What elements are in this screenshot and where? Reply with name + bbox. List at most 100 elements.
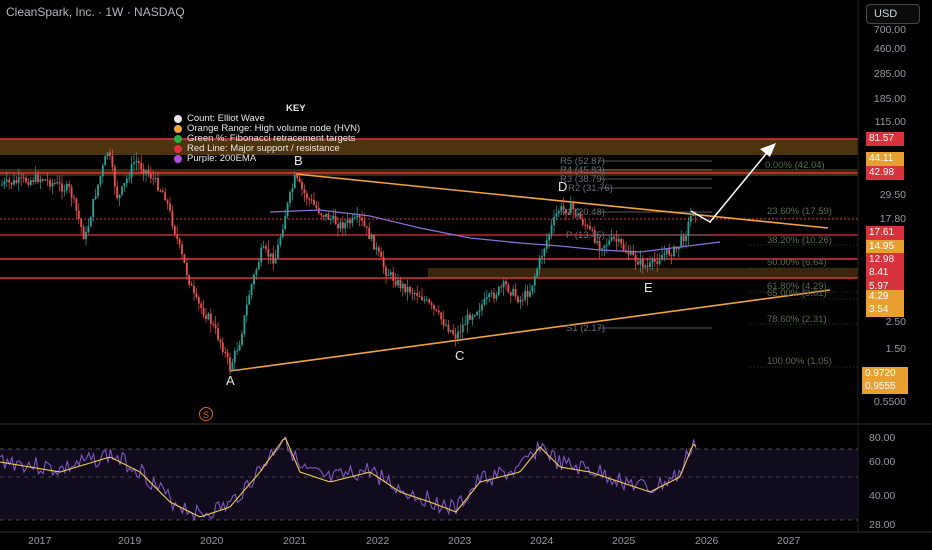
candle-body bbox=[286, 202, 289, 217]
candle-body bbox=[248, 295, 251, 305]
candle-body bbox=[305, 193, 308, 199]
candle-body bbox=[22, 177, 25, 179]
candle-body bbox=[226, 352, 229, 358]
candle-body bbox=[586, 225, 589, 227]
candle-body bbox=[135, 160, 138, 163]
candle-body bbox=[334, 215, 337, 225]
candle-body bbox=[29, 180, 32, 185]
candle-body bbox=[73, 197, 75, 199]
time-axis-label: 2021 bbox=[283, 535, 307, 547]
projection-path bbox=[690, 148, 771, 223]
candle-body bbox=[250, 284, 253, 296]
candle-body bbox=[574, 209, 577, 216]
chart-title[interactable]: CleanSpark, Inc. · 1W · NASDAQ bbox=[6, 5, 185, 19]
candle-body bbox=[10, 182, 13, 185]
candle-body bbox=[181, 244, 183, 255]
candle-body bbox=[610, 237, 613, 241]
candle-body bbox=[262, 246, 265, 248]
price-axis-label: 1.50 bbox=[885, 343, 906, 355]
fib-65: 65.00% (3.81) bbox=[767, 288, 827, 299]
candle-body bbox=[125, 178, 128, 183]
candle-body bbox=[298, 178, 301, 182]
candle-body bbox=[677, 246, 680, 250]
price-tag: 0.9555 bbox=[862, 380, 908, 394]
time-axis-label: 2026 bbox=[695, 535, 719, 547]
candle-body bbox=[142, 169, 145, 174]
candle-body bbox=[382, 257, 385, 268]
candle-body bbox=[233, 350, 236, 363]
candle-body bbox=[406, 286, 409, 293]
candle-body bbox=[668, 249, 671, 256]
candle-body bbox=[581, 218, 584, 225]
candle-body bbox=[538, 257, 541, 270]
candle-body bbox=[70, 186, 73, 198]
candle-body bbox=[85, 232, 87, 240]
candle-body bbox=[567, 213, 570, 215]
candle-body bbox=[433, 305, 435, 310]
key-item-ema: Purple: 200EMA bbox=[174, 154, 360, 164]
candle-body bbox=[344, 222, 347, 229]
candle-body bbox=[195, 292, 198, 298]
candle-body bbox=[687, 221, 690, 237]
candle-body bbox=[145, 170, 147, 174]
candle-body bbox=[464, 324, 467, 326]
candle-body bbox=[685, 236, 687, 242]
fib-0: 0.00% (42.04) bbox=[765, 160, 825, 171]
candle-body bbox=[255, 269, 258, 275]
candle-body bbox=[243, 315, 246, 334]
candle-body bbox=[121, 186, 123, 195]
candle-body bbox=[82, 227, 85, 240]
candle-body bbox=[409, 286, 411, 293]
candle-body bbox=[272, 253, 275, 264]
candle-body bbox=[663, 253, 666, 256]
candle-body bbox=[620, 238, 623, 244]
currency-button[interactable]: USD bbox=[866, 4, 920, 24]
candle-body bbox=[77, 210, 80, 219]
candle-body bbox=[207, 313, 210, 320]
candle-body bbox=[629, 250, 632, 255]
candle-body bbox=[507, 284, 510, 293]
candle-body bbox=[637, 261, 639, 265]
candle-body bbox=[58, 182, 61, 184]
candle-body bbox=[104, 156, 107, 166]
candle-body bbox=[61, 183, 63, 192]
candle-body bbox=[296, 174, 299, 179]
candle-body bbox=[418, 296, 421, 298]
pivot-r4: R4 (45.83) bbox=[560, 165, 605, 176]
candle-body bbox=[346, 219, 349, 223]
candle-body bbox=[265, 246, 267, 249]
price-tag: 81.57 bbox=[866, 132, 904, 146]
candle-body bbox=[89, 217, 92, 227]
candle-body bbox=[541, 256, 543, 258]
candle-body bbox=[3, 181, 6, 185]
candle-body bbox=[325, 213, 327, 217]
candle-body bbox=[694, 213, 697, 216]
pivot-r1: R1 (20.48) bbox=[560, 207, 605, 218]
candle-body bbox=[293, 174, 296, 188]
candle-body bbox=[101, 165, 104, 177]
price-tag: 42.98 bbox=[866, 166, 904, 180]
candle-body bbox=[385, 267, 387, 276]
candle-body bbox=[260, 247, 263, 263]
candle-body bbox=[473, 315, 476, 317]
candle-body bbox=[217, 328, 219, 340]
candle-body bbox=[649, 262, 651, 267]
candle-body bbox=[190, 284, 193, 286]
candle-body bbox=[605, 244, 608, 246]
candle-body bbox=[536, 269, 539, 277]
split-marker-icon[interactable]: S bbox=[199, 407, 213, 421]
price-tag: 12.98 bbox=[866, 253, 904, 267]
candle-body bbox=[469, 314, 471, 320]
candle-body bbox=[303, 189, 306, 194]
candle-body bbox=[550, 225, 553, 235]
candle-body bbox=[32, 180, 35, 182]
candle-body bbox=[478, 310, 481, 312]
price-axis-label: 17.80 bbox=[879, 213, 906, 225]
candle-body bbox=[128, 177, 131, 179]
candle-body bbox=[49, 180, 51, 187]
candle-body bbox=[140, 162, 143, 170]
rsi-axis-label: 60.00 bbox=[869, 456, 896, 468]
wave-label-d: D bbox=[558, 179, 568, 194]
candle-body bbox=[673, 246, 675, 257]
